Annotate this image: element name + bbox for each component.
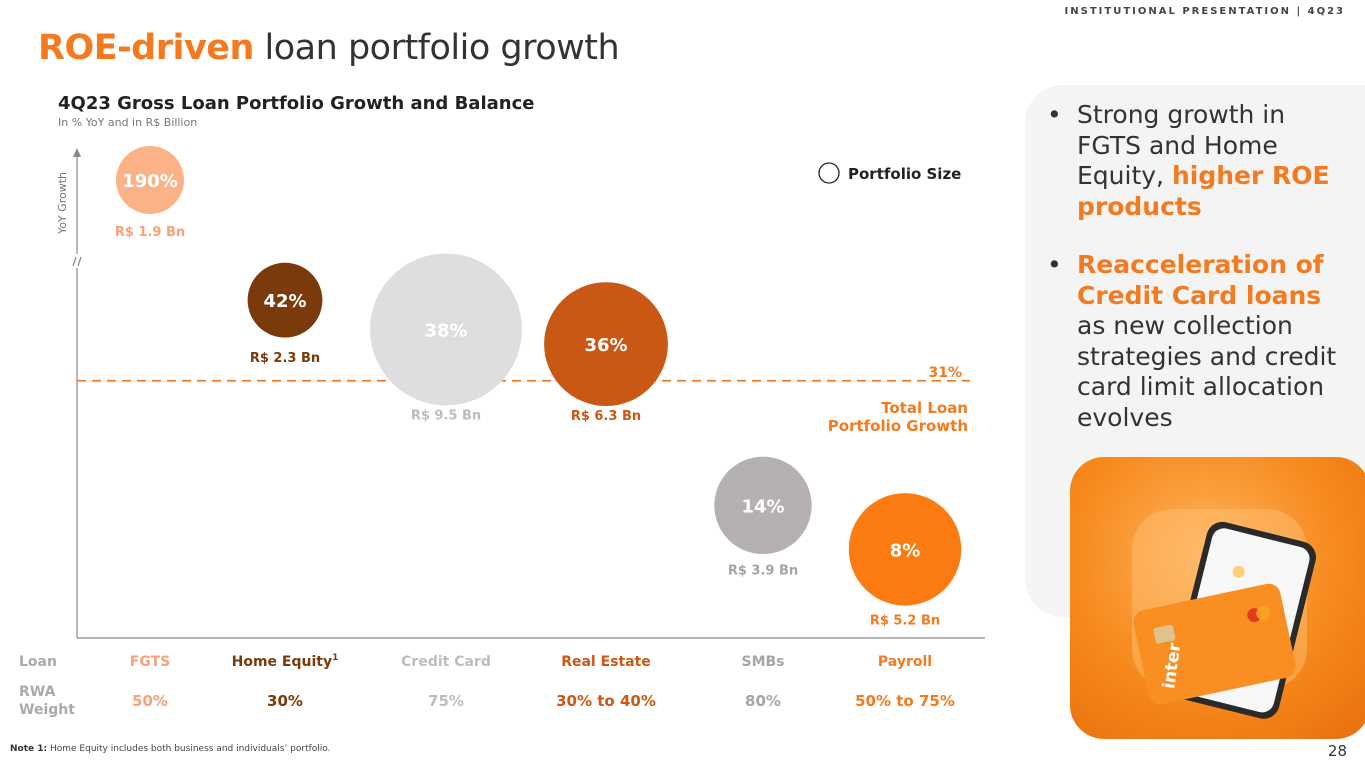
category-label-2: Credit Card bbox=[401, 654, 491, 670]
bullet-1-highlight: higher ROE products bbox=[1077, 161, 1330, 221]
y-axis-arrow bbox=[73, 148, 81, 157]
axis-break-gap bbox=[72, 254, 82, 268]
category-name-1: Home Equity bbox=[232, 654, 332, 670]
rwa-weight-5: 50% to 75% bbox=[855, 692, 955, 710]
category-name-5: Payroll bbox=[878, 654, 932, 670]
bubble-growth-label-5: 8% bbox=[890, 540, 921, 561]
bullet-2-highlight: Reacceleration of Credit Card loans bbox=[1077, 250, 1324, 310]
reference-value-label: 31% bbox=[928, 365, 962, 381]
category-name-2: Credit Card bbox=[401, 654, 491, 670]
row-label-rwa-2: Weight bbox=[19, 702, 75, 718]
bullet-1-text: Strong growth in FGTS and Home Equity, bbox=[1077, 100, 1286, 190]
page-number: 28 bbox=[1327, 742, 1347, 760]
category-rows: Loan RWA Weight FGTS 50% Home Equity1 30% Credi… bbox=[19, 653, 955, 718]
bubbles-group: 190% R$ 1.9 Bn 42% R$ 2.3 Bn 38% R$ 9.5 Bn 36%… bbox=[115, 146, 962, 628]
category-name-0: FGTS bbox=[130, 654, 170, 670]
bubble-growth-label-2: 38% bbox=[424, 320, 467, 341]
chart-title: 4Q23 Gross Loan Portfolio Growth and Bal… bbox=[58, 93, 535, 114]
reference-caption-line-1: Total Loan bbox=[881, 399, 968, 417]
promo-image: inter bbox=[1070, 457, 1365, 739]
bubble-balance-label-3: R$ 6.3 Bn bbox=[571, 409, 641, 424]
phone-card-illustration: inter bbox=[1132, 509, 1316, 719]
footnote-label: Note 1: bbox=[10, 744, 48, 754]
row-label-rwa-1: RWA bbox=[19, 684, 56, 700]
bullet-2-text: as new collection strategies and credit … bbox=[1077, 311, 1337, 432]
title-rest: loan portfolio growth bbox=[253, 28, 620, 68]
category-label-4: SMBs bbox=[741, 654, 784, 670]
reference-caption-line-2: Portfolio Growth bbox=[828, 417, 968, 435]
bubble-growth-label-0: 190% bbox=[122, 171, 178, 192]
bubble-balance-label-2: R$ 9.5 Bn bbox=[411, 408, 481, 423]
footnote-text: Home Equity includes both business and i… bbox=[47, 744, 331, 754]
bubble-growth-label-3: 36% bbox=[584, 335, 627, 356]
title-highlight: ROE-driven bbox=[38, 28, 254, 68]
bubble-growth-label-4: 14% bbox=[741, 496, 784, 517]
bubble-balance-label-4: R$ 3.9 Bn bbox=[728, 563, 798, 578]
bubble-1 bbox=[247, 262, 323, 338]
bubble-0 bbox=[116, 146, 184, 214]
bubble-5 bbox=[848, 493, 962, 606]
bullet-reacceleration: Reacceleration of Credit Card loans as n… bbox=[1045, 250, 1355, 433]
page-title: ROE-driven loan portfolio growth bbox=[38, 28, 620, 68]
rwa-weight-0: 50% bbox=[132, 692, 168, 710]
bubble-balance-label-5: R$ 5.2 Bn bbox=[870, 613, 940, 628]
bubble-2 bbox=[370, 253, 522, 406]
chart-axes: YoY Growth bbox=[56, 148, 985, 639]
bubble-growth-label-1: 42% bbox=[263, 291, 306, 312]
rwa-weight-3: 30% to 40% bbox=[556, 692, 656, 710]
category-label-5: Payroll bbox=[878, 654, 932, 670]
rwa-weight-2: 75% bbox=[428, 692, 464, 710]
category-name-3: Real Estate bbox=[561, 654, 651, 670]
category-name-4: SMBs bbox=[741, 654, 784, 670]
footnote: Note 1: Home Equity includes both busine… bbox=[10, 744, 331, 754]
bubble-4 bbox=[714, 456, 812, 555]
rwa-weight-4: 80% bbox=[745, 692, 781, 710]
category-label-1: Home Equity1 bbox=[232, 653, 339, 670]
axis-break-mark-1 bbox=[72, 256, 77, 267]
chart-subtitle: In % YoY and in R$ Billion bbox=[58, 116, 198, 129]
category-label-0: FGTS bbox=[130, 654, 170, 670]
bullet-list: Strong growth in FGTS and Home Equity, h… bbox=[1045, 100, 1355, 461]
y-axis-label: YoY Growth bbox=[56, 172, 69, 235]
legend-label: Portfolio Size bbox=[848, 165, 961, 183]
category-label-3: Real Estate bbox=[561, 654, 651, 670]
axis-break-mark-2 bbox=[77, 256, 82, 267]
bubble-3 bbox=[544, 282, 668, 407]
legend-circle-icon bbox=[818, 162, 840, 184]
bullet-strong-growth: Strong growth in FGTS and Home Equity, h… bbox=[1045, 100, 1355, 222]
bubble-balance-label-0: R$ 1.9 Bn bbox=[115, 225, 185, 240]
row-label-loan: Loan bbox=[19, 654, 57, 670]
bubble-balance-label-1: R$ 2.3 Bn bbox=[250, 351, 320, 366]
rwa-weight-1: 30% bbox=[267, 692, 303, 710]
presentation-label: INSTITUTIONAL PRESENTATION | 4Q23 bbox=[1064, 6, 1345, 17]
category-superscript-1: 1 bbox=[332, 653, 338, 663]
legend-group: Portfolio Size bbox=[818, 162, 961, 184]
